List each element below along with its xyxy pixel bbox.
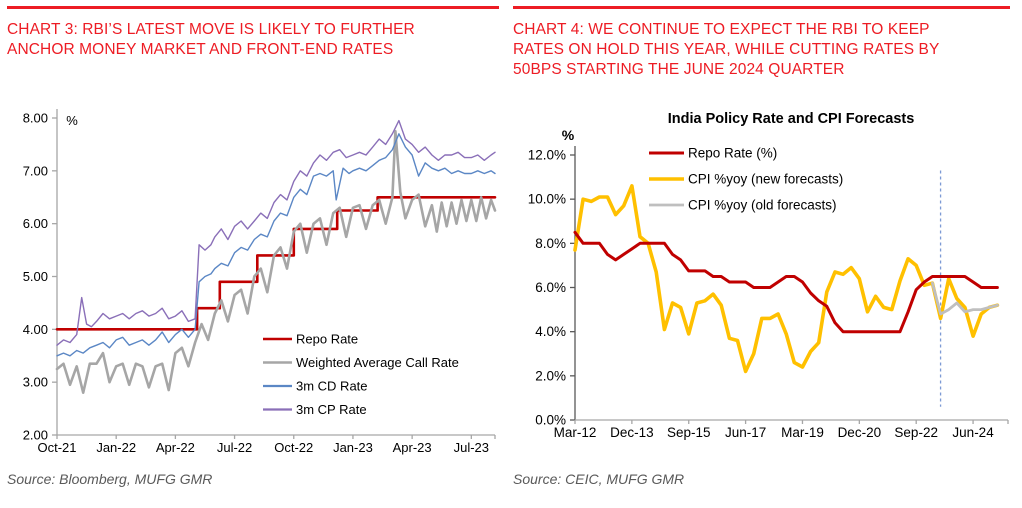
y-tick-label: 10.0%	[528, 192, 566, 207]
x-tick-label: Jun-24	[952, 425, 994, 440]
series-repo-rate	[573, 230, 999, 334]
chart4-title-line-3: 50BPS STARTING THE JUNE 2024 QUARTER	[513, 61, 845, 78]
legend-label-2: Weighted Average Call Rate	[296, 355, 459, 370]
chart4-top-rule	[513, 6, 1010, 9]
x-tick-label: Dec-20	[838, 425, 882, 440]
y-tick-label: 8.00	[23, 111, 48, 126]
y-tick-label: 8.0%	[535, 236, 566, 251]
x-tick-label: Sep-15	[667, 425, 711, 440]
y-tick-label: 6.0%	[535, 280, 566, 295]
x-axis: Mar-12 Dec-13 Sep-15 Jun-17 Mar-19 Dec-20 Sep-…	[554, 419, 1009, 440]
x-tick-label: Mar-12	[554, 425, 597, 440]
y-tick-label: 6.00	[23, 216, 48, 231]
y-axis-unit-label: %	[66, 113, 78, 128]
chart3-title-line-2: ANCHOR MONEY MARKET AND FRONT-END RATES	[7, 41, 394, 58]
x-tick-label: Jun-17	[725, 425, 766, 440]
series-3m-cd-rate	[56, 133, 496, 357]
chart4-title: CHART 4: WE CONTINUE TO EXPECT THE RBI T…	[513, 20, 1013, 80]
chart3-source: Source: Bloomberg, MUFG GMR	[7, 471, 213, 487]
legend-label-1: Repo Rate	[296, 332, 358, 347]
y-tick-label: 2.00	[23, 428, 48, 443]
x-tick-label: Jan-22	[96, 440, 136, 455]
x-tick-label: Jan-23	[333, 440, 373, 455]
x-tick-label: Mar-19	[781, 425, 824, 440]
legend-label-3: CPI %yoy (old forecasts)	[688, 198, 837, 213]
policy-rate-cpi-forecast-chart: 0.0% 2.0% 4.0% 6.0% 8.0% 10.0% 12.0% Mar-12 Dec-…	[528, 111, 1009, 440]
y-tick-label: 3.00	[23, 375, 48, 390]
chart3-title-line-1: CHART 3: RBI’S LATEST MOVE IS LIKELY TO …	[7, 21, 415, 38]
y-tick-label: 12.0%	[528, 148, 566, 163]
chart3-title: CHART 3: RBI’S LATEST MOVE IS LIKELY TO …	[7, 20, 499, 60]
chart4-title-line-1: CHART 4: WE CONTINUE TO EXPECT THE RBI T…	[513, 21, 930, 38]
chart3-top-rule	[7, 6, 499, 9]
money-market-rates-chart: 2.00 3.00 4.00 5.00 6.00 7.00 8.00 Oct-21 Jan-22…	[23, 109, 497, 455]
x-tick-label: Sep-22	[894, 425, 938, 440]
x-tick-label: Jul-22	[217, 440, 252, 455]
x-axis: Oct-21 Jan-22 Apr-22 Jul-22 Oct-22 Jan-23 Apr-…	[37, 434, 496, 455]
chart4-title-line-2: RATES ON HOLD THIS YEAR, WHILE CUTTING R…	[513, 41, 940, 58]
y-axis-unit-label: %	[562, 127, 575, 143]
x-tick-label: Dec-13	[610, 425, 654, 440]
y-tick-label: 4.00	[23, 322, 48, 337]
legend-label-1: Repo Rate (%)	[688, 146, 777, 161]
series-cpi-yoy-new-forecasts	[573, 184, 1000, 374]
chart-inner-title: India Policy Rate and CPI Forecasts	[668, 111, 915, 127]
x-tick-label: Apr-23	[393, 440, 432, 455]
x-tick-label: Oct-21	[37, 440, 76, 455]
chart4-source: Source: CEIC, MUFG GMR	[513, 471, 685, 487]
y-axis: 2.00 3.00 4.00 5.00 6.00 7.00 8.00	[23, 109, 58, 443]
legend: Repo Rate (%) CPI %yoy (new forecasts) CPI…	[649, 146, 843, 213]
y-tick-label: 7.00	[23, 163, 48, 178]
legend: Repo Rate Weighted Average Call Rate 3m CD…	[263, 332, 459, 417]
series-3m-cp-rate	[56, 119, 496, 346]
series-cpi-yoy-old-forecasts	[931, 281, 999, 316]
y-tick-label: 2.0%	[535, 368, 566, 383]
x-tick-label: Apr-22	[156, 440, 195, 455]
y-axis: 0.0% 2.0% 4.0% 6.0% 8.0% 10.0% 12.0%	[528, 146, 576, 428]
legend-label-3: 3m CD Rate	[296, 379, 368, 394]
y-tick-label: 5.00	[23, 269, 48, 284]
legend-label-4: 3m CP Rate	[296, 402, 367, 417]
y-tick-label: 4.0%	[535, 324, 566, 339]
x-tick-label: Oct-22	[274, 440, 313, 455]
y-tick-label: 0.0%	[535, 413, 566, 428]
legend-label-2: CPI %yoy (new forecasts)	[688, 172, 843, 187]
series-weighted-average-call-rate	[55, 129, 497, 394]
x-tick-label: Jul-23	[454, 440, 489, 455]
